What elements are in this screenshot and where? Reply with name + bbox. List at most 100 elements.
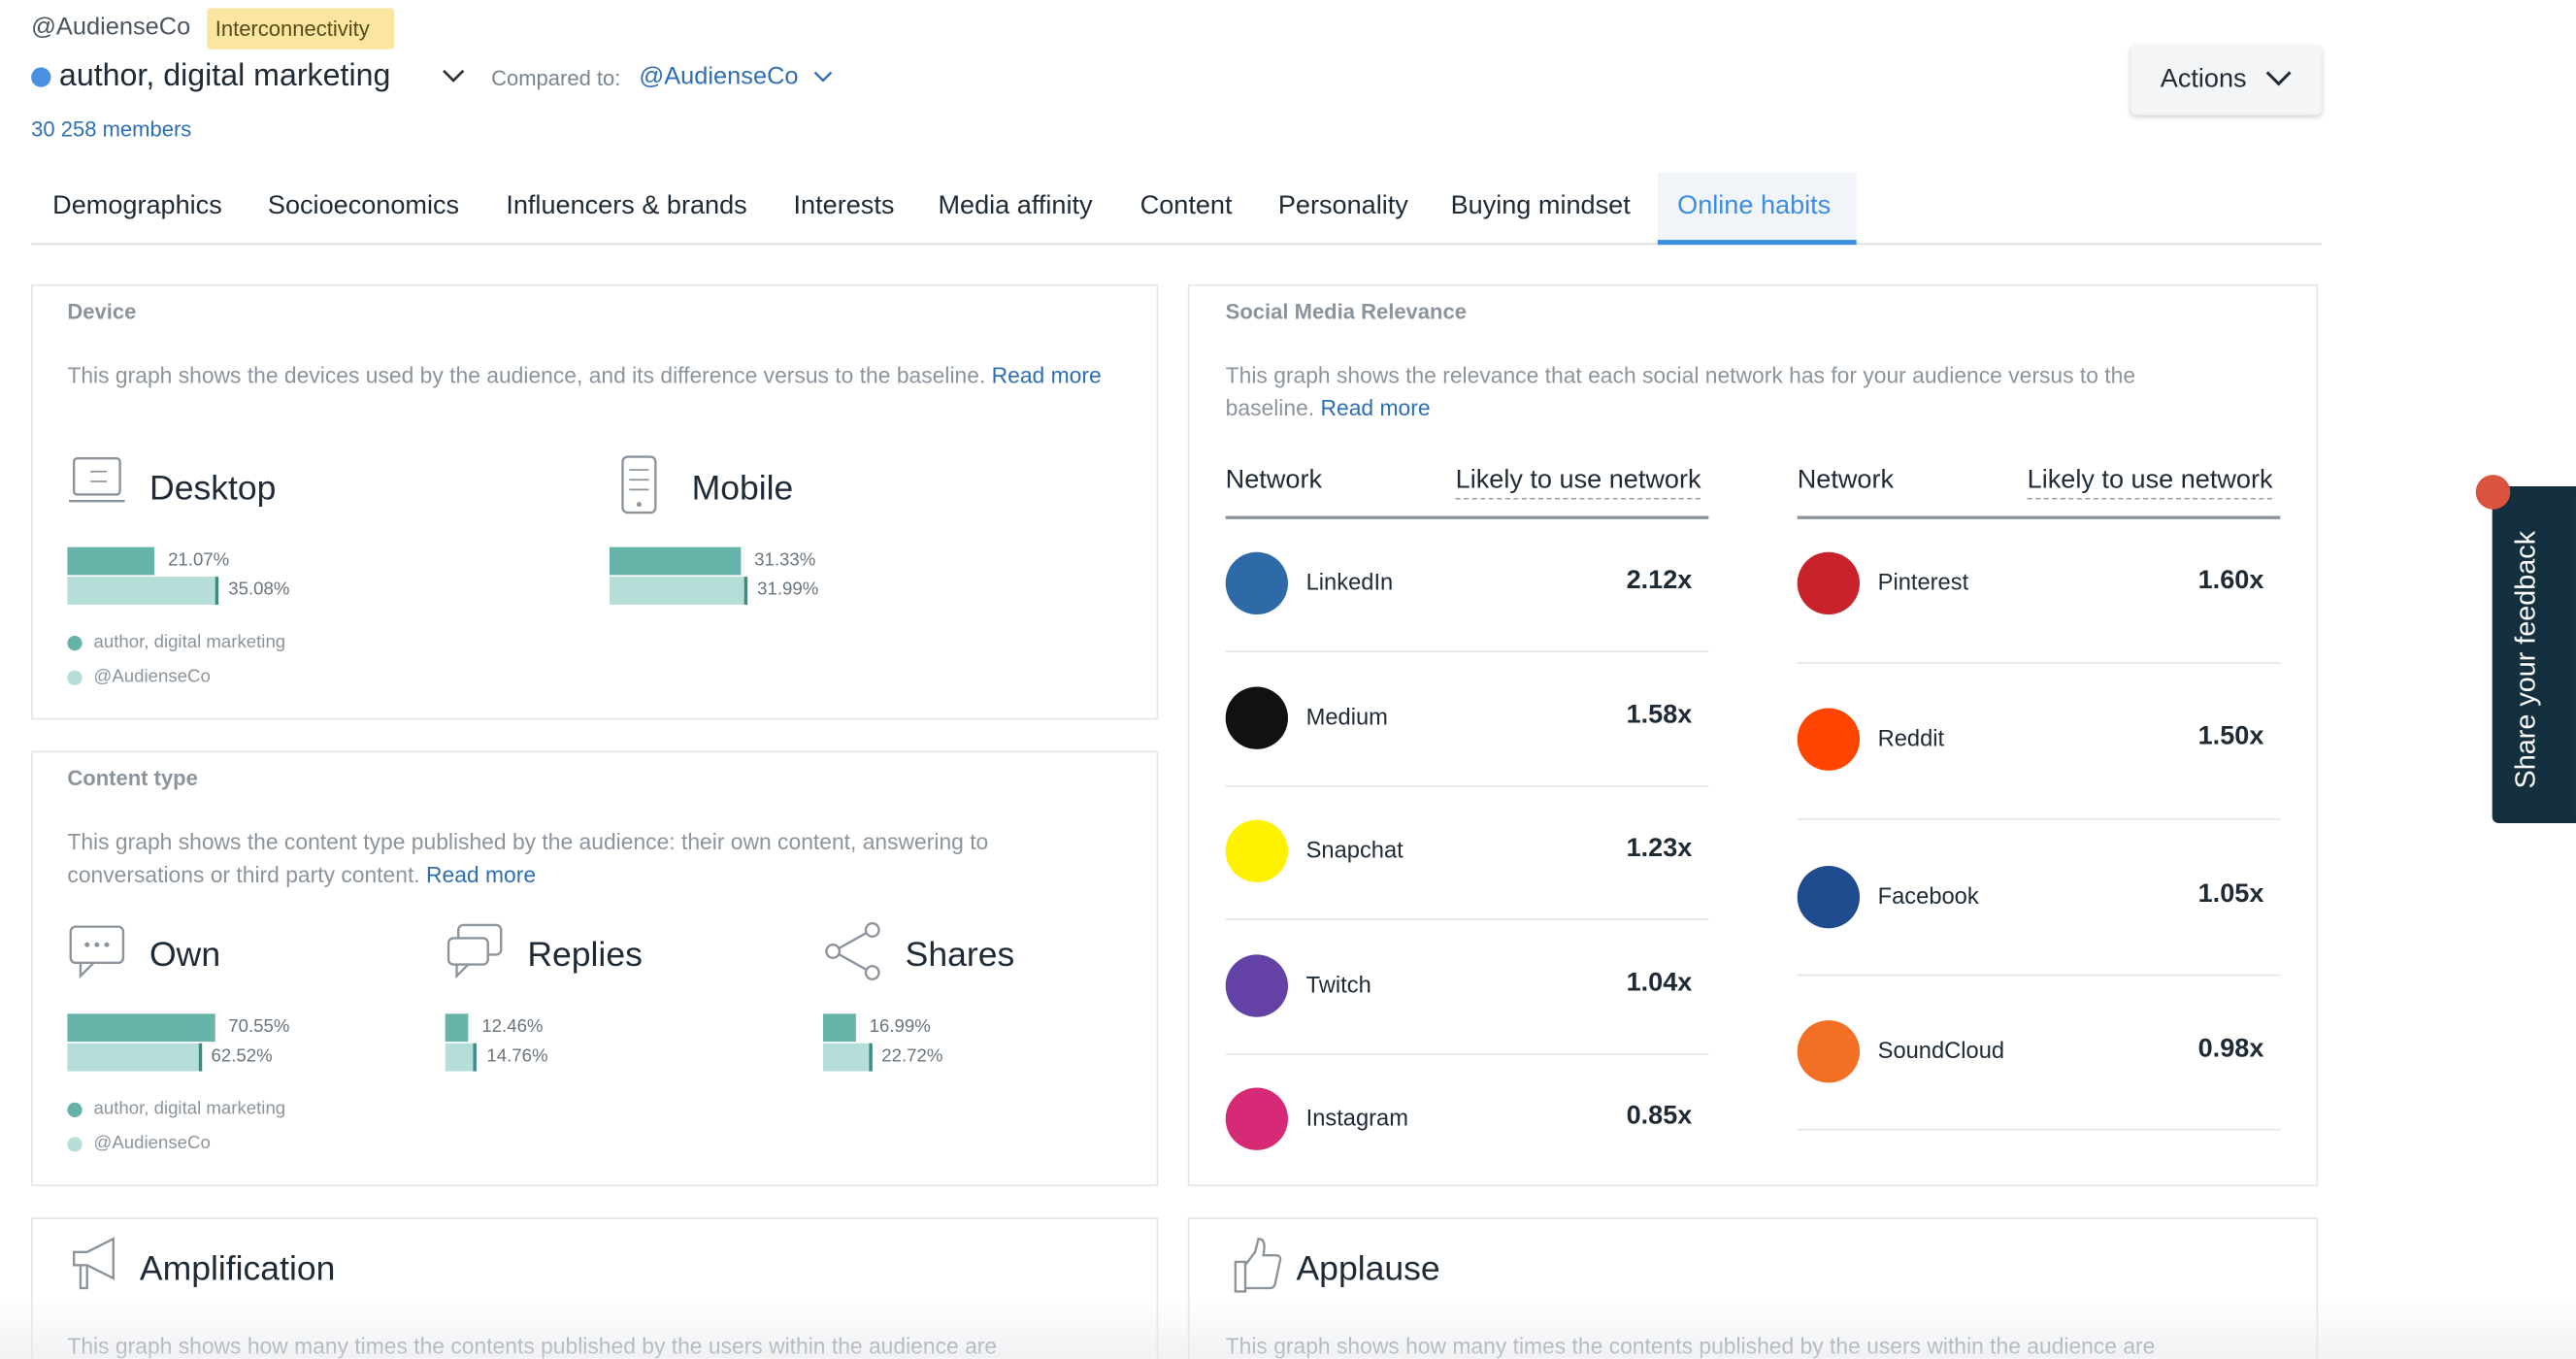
bar xyxy=(609,577,747,605)
network-value: 1.04x xyxy=(1626,969,1693,998)
network-value: 1.05x xyxy=(2197,880,2264,910)
item-label: Desktop xyxy=(149,470,277,509)
row-divider xyxy=(1797,817,2281,820)
chevron[interactable] xyxy=(441,62,467,88)
bar-label: 21.07% xyxy=(168,550,230,571)
bar xyxy=(445,1013,473,1043)
network-name: LinkedIn xyxy=(1305,568,1394,595)
network-icon xyxy=(1797,551,1861,615)
network-value: 1.60x xyxy=(2197,566,2264,595)
row-divider xyxy=(1797,661,2281,663)
header-rule xyxy=(1225,515,1709,519)
bar-label: 22.72% xyxy=(881,1046,943,1067)
legend-dot xyxy=(67,636,83,651)
network-icon xyxy=(1225,1087,1288,1150)
row-divider xyxy=(1225,650,1709,652)
row-divider xyxy=(1797,974,2281,977)
tab[interactable]: Content xyxy=(1139,192,1233,220)
item-label: Own xyxy=(149,936,221,975)
network-name: SoundCloud xyxy=(1877,1037,2005,1064)
bottom-fade xyxy=(0,1298,2576,1359)
icon xyxy=(67,1236,126,1295)
bar xyxy=(67,1013,219,1043)
audience-name: author, digital marketing xyxy=(58,58,391,94)
row-divider xyxy=(1225,918,1709,920)
tab[interactable]: Demographics xyxy=(52,192,222,220)
tab-active-underline xyxy=(1657,240,1857,246)
bar-label: 16.99% xyxy=(869,1016,931,1038)
tab[interactable]: Personality xyxy=(1277,192,1408,220)
network-icon xyxy=(1797,866,1861,929)
tab[interactable]: Online habits xyxy=(1677,192,1832,220)
read-more[interactable]: Read more xyxy=(1320,395,1431,421)
tab[interactable]: Interests xyxy=(793,192,895,220)
network-value: 0.98x xyxy=(2197,1035,2264,1064)
badge-text: Interconnectivity xyxy=(215,16,370,42)
column-header: Network xyxy=(1225,466,1323,495)
panel-heading: Applause xyxy=(1296,1250,1440,1288)
description: This graph shows the relevance that each… xyxy=(1226,360,2212,426)
network-icon xyxy=(1225,686,1288,749)
chevron xyxy=(2263,66,2293,92)
read-more[interactable]: Read more xyxy=(991,363,1102,388)
row-divider xyxy=(1225,1052,1709,1054)
network-name: Instagram xyxy=(1305,1104,1408,1131)
legend-label: author, digital marketing xyxy=(93,1099,286,1119)
bar xyxy=(67,577,219,605)
item-label: Replies xyxy=(527,936,643,975)
feedback-tab[interactable] xyxy=(2492,486,2576,823)
tab[interactable]: Influencers & brands xyxy=(506,192,747,220)
network-value: 2.12x xyxy=(1626,566,1693,595)
panel-title: Content type xyxy=(67,765,198,791)
network-name: Snapchat xyxy=(1305,836,1404,863)
icon xyxy=(67,455,126,514)
read-more[interactable]: Read more xyxy=(426,862,537,888)
network-value: 1.50x xyxy=(2197,722,2264,751)
actions-button[interactable] xyxy=(2130,46,2322,116)
account: @AudienseCo xyxy=(31,13,191,42)
tab[interactable]: Socioeconomics xyxy=(267,192,460,220)
members: 30 258 members xyxy=(31,116,192,142)
row-divider xyxy=(1225,784,1709,786)
icon xyxy=(610,455,669,514)
network-name: Reddit xyxy=(1877,724,1945,751)
network-name: Pinterest xyxy=(1877,568,1969,595)
description-text: This graph shows the relevance that each… xyxy=(1225,363,2136,421)
panel xyxy=(1187,283,2319,1187)
tab-active-bg xyxy=(1657,172,1857,244)
bar-label: 62.52% xyxy=(211,1046,273,1067)
bar xyxy=(609,547,745,576)
bar-label: 70.55% xyxy=(228,1016,290,1038)
legend-dot xyxy=(67,1137,83,1152)
network-name: Twitch xyxy=(1305,971,1371,998)
column-header[interactable]: Likely to use network xyxy=(1455,468,1701,500)
header-rule xyxy=(1797,515,2281,519)
icon xyxy=(823,922,882,981)
bar-label: 31.33% xyxy=(754,550,816,571)
legend-label: author, digital marketing xyxy=(93,632,286,652)
icon xyxy=(446,922,505,981)
bar-label: 31.99% xyxy=(757,580,819,600)
description-text: This graph shows the content type publis… xyxy=(67,829,989,888)
notification-dot xyxy=(2475,475,2511,510)
status-dot xyxy=(31,67,51,87)
panel-heading: Amplification xyxy=(139,1250,336,1288)
item-label: Shares xyxy=(905,936,1015,975)
compared-account[interactable]: @AudienseCo xyxy=(639,62,799,91)
compared-label: Compared to: xyxy=(491,65,621,91)
chevron[interactable] xyxy=(811,66,835,89)
bar-label: 12.46% xyxy=(481,1016,544,1038)
description: This graph shows the devices used by the… xyxy=(67,360,1102,393)
network-icon xyxy=(1225,551,1288,615)
description: This graph shows the content type publis… xyxy=(67,826,1102,892)
column-header[interactable]: Likely to use network xyxy=(2027,468,2273,500)
tab[interactable]: Buying mindset xyxy=(1450,192,1631,220)
item-label: Mobile xyxy=(691,470,794,509)
legend-label: @AudienseCo xyxy=(93,1133,211,1154)
tab[interactable]: Media affinity xyxy=(938,192,1093,220)
description-text: This graph shows the devices used by the… xyxy=(67,363,992,388)
bar-label: 14.76% xyxy=(486,1046,548,1067)
network-value: 1.58x xyxy=(1626,701,1693,730)
network-icon xyxy=(1797,708,1861,771)
